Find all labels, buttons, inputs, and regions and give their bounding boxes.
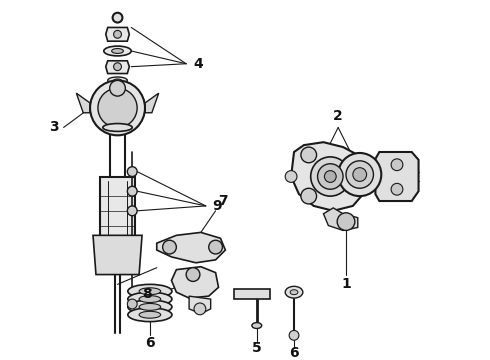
Text: 4: 4 <box>193 57 203 71</box>
Circle shape <box>194 303 206 315</box>
Circle shape <box>110 80 125 96</box>
Text: 6: 6 <box>289 346 299 360</box>
Circle shape <box>301 147 317 163</box>
Circle shape <box>186 268 200 282</box>
Ellipse shape <box>139 303 161 310</box>
Ellipse shape <box>108 77 127 84</box>
Text: 5: 5 <box>252 341 262 355</box>
Ellipse shape <box>252 323 262 328</box>
Ellipse shape <box>114 79 122 82</box>
Circle shape <box>209 240 222 254</box>
Circle shape <box>285 171 297 183</box>
Circle shape <box>391 159 403 171</box>
Circle shape <box>337 213 355 230</box>
Circle shape <box>338 153 381 196</box>
Ellipse shape <box>139 296 161 302</box>
Circle shape <box>90 80 145 135</box>
Polygon shape <box>375 152 418 201</box>
Circle shape <box>114 63 122 71</box>
Ellipse shape <box>139 288 161 294</box>
Ellipse shape <box>128 308 172 321</box>
Circle shape <box>346 161 373 188</box>
Text: 8: 8 <box>142 287 152 301</box>
Circle shape <box>127 299 137 309</box>
Polygon shape <box>189 296 211 314</box>
Polygon shape <box>106 61 129 73</box>
Ellipse shape <box>128 300 172 314</box>
Polygon shape <box>234 289 270 299</box>
Circle shape <box>163 240 176 254</box>
Polygon shape <box>157 233 225 263</box>
Polygon shape <box>100 176 135 265</box>
Polygon shape <box>145 93 159 113</box>
Circle shape <box>98 88 137 127</box>
Polygon shape <box>172 267 219 298</box>
Ellipse shape <box>290 290 298 294</box>
Ellipse shape <box>103 123 132 131</box>
Circle shape <box>391 183 403 195</box>
Polygon shape <box>93 235 142 275</box>
Ellipse shape <box>104 46 131 56</box>
Ellipse shape <box>285 286 303 298</box>
Text: 9: 9 <box>213 199 222 213</box>
Text: 2: 2 <box>333 109 343 123</box>
Ellipse shape <box>128 292 172 306</box>
Circle shape <box>311 157 350 196</box>
Circle shape <box>289 330 299 340</box>
Text: 7: 7 <box>218 194 227 208</box>
Polygon shape <box>106 27 129 41</box>
Polygon shape <box>76 93 90 113</box>
Ellipse shape <box>112 49 123 53</box>
Circle shape <box>318 164 343 189</box>
Circle shape <box>113 13 122 23</box>
Circle shape <box>353 168 367 181</box>
Circle shape <box>127 206 137 216</box>
Text: 6: 6 <box>145 336 155 350</box>
Polygon shape <box>323 208 358 230</box>
Ellipse shape <box>128 284 172 298</box>
Circle shape <box>301 188 317 204</box>
Circle shape <box>324 171 336 183</box>
Polygon shape <box>291 142 368 211</box>
Circle shape <box>114 30 122 38</box>
Circle shape <box>127 167 137 176</box>
Text: 3: 3 <box>49 121 59 135</box>
Ellipse shape <box>139 311 161 318</box>
Text: 1: 1 <box>341 277 351 291</box>
Circle shape <box>127 186 137 196</box>
